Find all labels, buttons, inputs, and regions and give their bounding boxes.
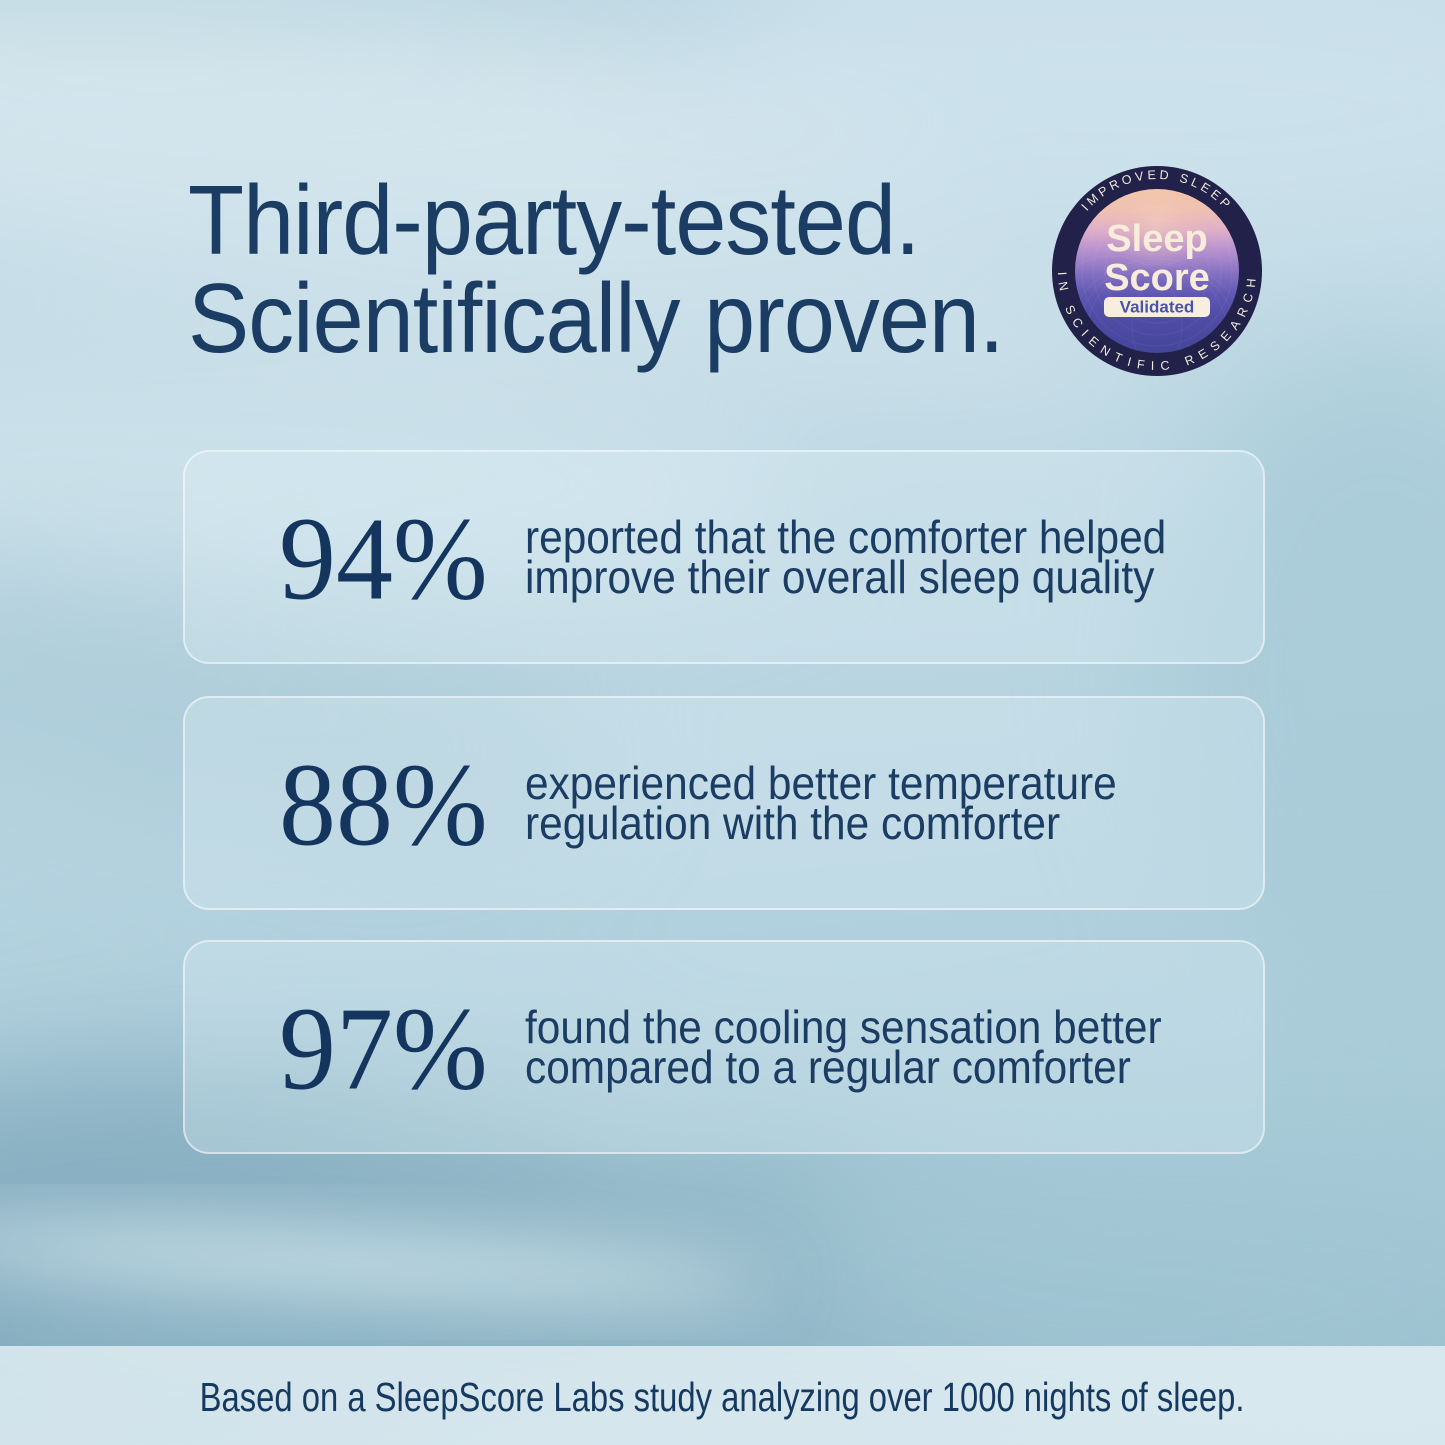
- svg-text:Validated: Validated: [1120, 298, 1195, 317]
- svg-text:Score: Score: [1104, 257, 1210, 299]
- svg-text:Sleep: Sleep: [1106, 218, 1207, 260]
